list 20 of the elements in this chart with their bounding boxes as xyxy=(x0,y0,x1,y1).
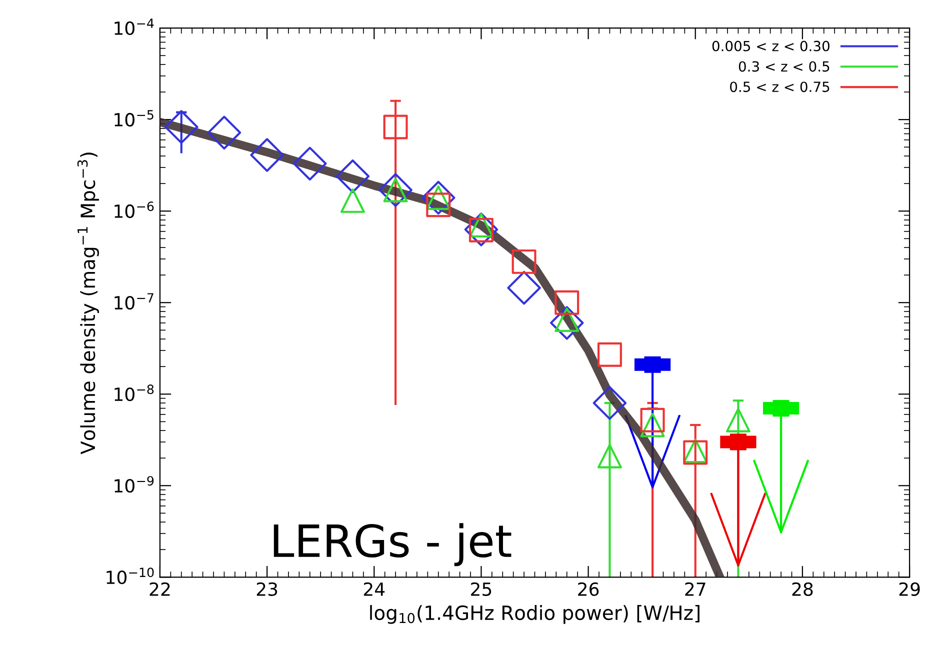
x-tick-label: 28 xyxy=(792,582,813,596)
x-axis-title: log$_{10}$(1.4GHz Rodio power) [W/Hz] xyxy=(370,605,700,624)
y-tick-label: 10$^{−9}$ xyxy=(114,476,154,493)
legend-label: 0.3 < z < 0.5 xyxy=(738,61,830,72)
x-tick-label: 22 xyxy=(150,582,170,596)
x-tick-label: 27 xyxy=(685,582,706,596)
legend-label: 0.5 < z < 0.75 xyxy=(730,82,830,92)
x-tick-label: 26 xyxy=(578,582,599,596)
annotation: LERGs - jet xyxy=(274,523,512,566)
y-tick-label: 10$^{−6}$ xyxy=(114,202,154,218)
x-tick-label: 23 xyxy=(256,582,278,596)
legend-label: 0.005 < z < 0.30 xyxy=(712,40,830,52)
x-tick-label: 25 xyxy=(471,582,492,596)
y-tick-label: 10$^{−7}$ xyxy=(114,293,154,310)
y-tick-label: 10$^{−8}$ xyxy=(114,384,154,402)
x-tick-label: 24 xyxy=(364,582,385,596)
y-tick-label: 10$^{−4}$ xyxy=(114,18,154,36)
x-tick-label: 29 xyxy=(899,582,920,596)
y-tick-label: 10$^{−5}$ xyxy=(114,110,154,127)
y-axis-title: Volume density (mag$^{−1}$ Mpc$^{−3}$) xyxy=(77,152,99,454)
